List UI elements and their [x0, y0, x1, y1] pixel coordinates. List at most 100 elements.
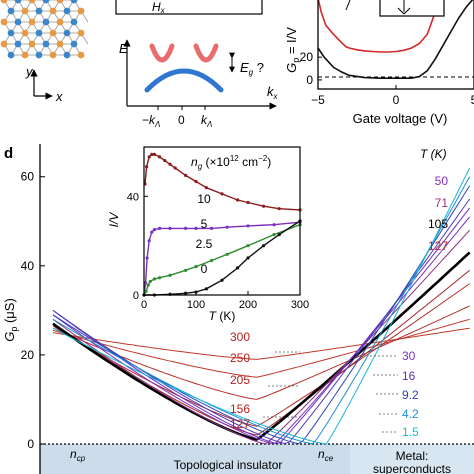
- energy-label: E: [119, 41, 128, 56]
- inset-x-tick-label: 200: [239, 299, 257, 311]
- inset-data-point: [146, 283, 150, 287]
- inset-data-point: [277, 232, 281, 237]
- lattice-atom: [21, 29, 29, 37]
- inset-y-tick-label: 40: [127, 191, 139, 203]
- low-temperature-label: 1.5: [402, 425, 419, 439]
- gate-series-group: [317, 0, 474, 79]
- conductance-y-ticks: 0 20 40 60: [21, 170, 45, 451]
- lattice-atom: [63, 29, 71, 37]
- inset-data-point: [210, 226, 214, 230]
- lattice-atom: [14, 0, 22, 4]
- lattice-atom: [56, 40, 64, 48]
- lattice-atom: [7, 29, 15, 37]
- inset-data-point: [150, 230, 154, 234]
- lattice-atom: [42, 18, 50, 26]
- low-temperature-label: 16: [402, 369, 416, 383]
- inset-data-point: [152, 152, 156, 156]
- temperature-header: T (K): [420, 147, 447, 161]
- inset-data-point: [158, 226, 162, 230]
- inset-series-labels: 10 5 2.5 0: [196, 192, 213, 276]
- lattice-atom: [35, 51, 43, 59]
- inset-data-point: [184, 268, 188, 272]
- inset-x-tick-label: 300: [291, 299, 309, 311]
- gate-y-tick-label: 0: [306, 73, 313, 87]
- mid-temperature-label: 156: [230, 402, 250, 416]
- inset-ticks: 0 100 200 300 0 40: [127, 191, 309, 311]
- inset-data-point: [150, 152, 154, 156]
- conductance-y-tick-label: 20: [21, 348, 35, 362]
- gate-x-tick-label: −5: [311, 93, 325, 107]
- inset-data-point: [272, 223, 276, 227]
- lattice-x-label: x: [55, 89, 63, 104]
- lattice-atom: [42, 0, 50, 4]
- conductance-series-line: [52, 283, 470, 427]
- gate-x-tick-label: 5: [471, 93, 474, 107]
- inset-frame: [143, 146, 301, 296]
- inset-data-point: [194, 226, 198, 230]
- lattice-atom: [0, 0, 8, 4]
- panel-label-d: d: [4, 145, 13, 162]
- lattice-atom: [0, 40, 8, 48]
- hamiltonian-label: Hx: [152, 0, 166, 15]
- gate-y-axis-label: Gp = I/V: [284, 27, 301, 73]
- inset-series-label: 0: [201, 262, 208, 276]
- lattice-atom: [28, 0, 36, 4]
- inset-data-point: [220, 278, 224, 282]
- lattice-atom: [7, 7, 15, 15]
- inset-data-point: [168, 226, 172, 230]
- inset-data-point: [194, 265, 198, 269]
- inset-series-label: 5: [201, 217, 208, 231]
- low-temperature-label: 9.2: [402, 388, 419, 402]
- lattice-panel: y x: [0, 0, 89, 104]
- lattice-atom: [42, 40, 50, 48]
- inset-data-point: [246, 244, 250, 248]
- inset-y-tick-label: 0: [133, 290, 139, 302]
- high-temperature-label: 71: [435, 196, 449, 210]
- lattice-atom: [14, 18, 22, 26]
- inset-data-point: [246, 200, 250, 205]
- gate-series-line: [317, 0, 474, 79]
- low-temperature-labels: 30 16 9.2 4.2 1.5: [402, 349, 419, 439]
- lattice-atom: [35, 7, 43, 15]
- high-temperature-label: 50: [435, 174, 449, 188]
- conduction-band-right: [193, 43, 219, 63]
- inset-data-point: [147, 155, 151, 159]
- lattice-atom: [63, 7, 71, 15]
- lattice-atom: [56, 18, 64, 26]
- low-temperature-label: 30: [402, 349, 416, 363]
- lattice-atom: [49, 29, 57, 37]
- inset-data-point: [173, 166, 177, 170]
- inset-x-tick-label: 100: [187, 299, 205, 311]
- inset-chart: 0 100 200 300 0 40 ng (×1012 cm−2) 10 5 2.5 0 T …: [107, 146, 309, 323]
- temperature-label-guides: [263, 351, 398, 433]
- inset-data-point: [152, 277, 156, 281]
- mid-temperature-label: 205: [230, 373, 250, 387]
- nce-label: nce: [318, 447, 334, 463]
- lattice-atom: [35, 29, 43, 37]
- lattice-atom: [70, 40, 78, 48]
- conductance-series-line: [52, 176, 471, 445]
- conduction-band-left: [149, 43, 175, 63]
- inset-data-point: [204, 186, 208, 190]
- inset-data-point: [246, 256, 250, 260]
- inset-data-point: [168, 273, 172, 277]
- lattice-atom: [49, 7, 57, 15]
- lattice-y-label: y: [25, 64, 34, 79]
- conductance-series-line: [52, 305, 470, 400]
- inset-data-point: [168, 162, 172, 166]
- inset-data-point: [225, 252, 229, 256]
- lattice-atom: [63, 51, 71, 59]
- lattice-atom: [28, 40, 36, 48]
- k-label: kx: [267, 84, 279, 101]
- metal-label-line2: superconducts: [373, 462, 451, 474]
- lattice-atom: [28, 18, 36, 26]
- inset-data-point: [184, 226, 188, 230]
- conductance-series-line: [52, 269, 471, 436]
- inset-legend-title: ng (×1012 cm−2): [191, 154, 271, 171]
- lattice-atom: [49, 51, 57, 59]
- lattice-atom: [77, 51, 85, 59]
- tick-neg-k: −kΛ: [142, 113, 160, 129]
- conductance-y-tick-label: 40: [21, 259, 35, 273]
